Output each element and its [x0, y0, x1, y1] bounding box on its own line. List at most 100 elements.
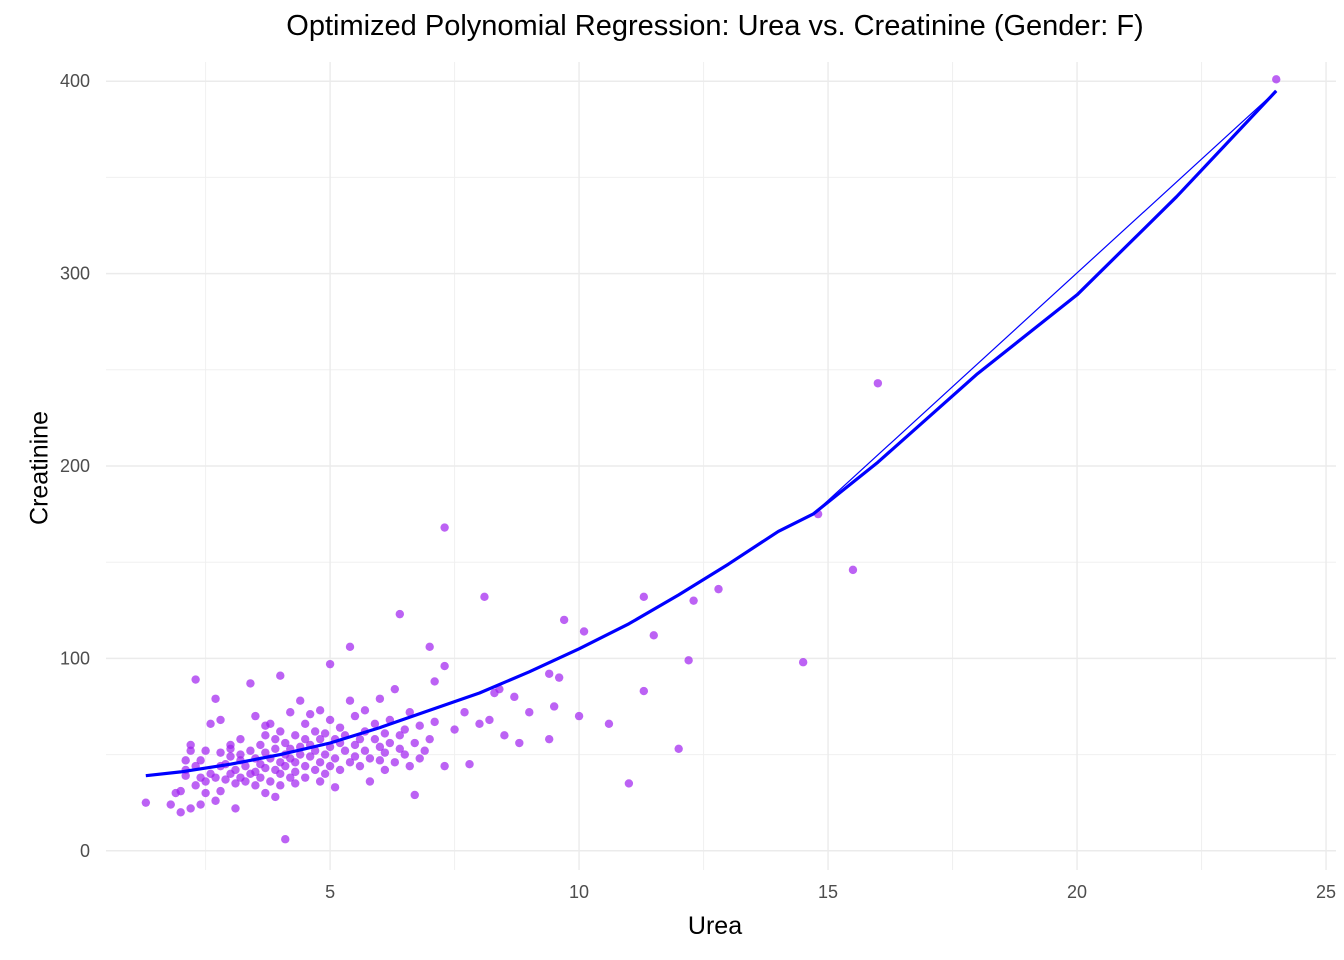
data-point	[370, 719, 380, 728]
data-point	[261, 763, 270, 773]
data-point	[390, 758, 400, 767]
data-point	[485, 715, 494, 725]
data-point	[221, 775, 230, 784]
regression-lines	[145, 89, 1278, 778]
data-point	[415, 721, 424, 730]
data-point	[315, 706, 325, 715]
data-point	[440, 761, 449, 771]
data-point	[380, 748, 390, 757]
data-point	[380, 729, 390, 738]
data-point	[325, 659, 335, 669]
data-point	[291, 758, 300, 767]
data-point	[395, 744, 405, 753]
data-point	[335, 723, 345, 732]
data-point	[251, 711, 260, 721]
data-point	[365, 754, 375, 763]
data-point	[325, 761, 335, 771]
data-point	[181, 771, 190, 780]
data-point	[236, 734, 245, 744]
y-axis-ticks: 0 100 200 300 400	[60, 71, 90, 861]
data-point	[310, 746, 320, 755]
data-point	[191, 675, 200, 684]
data-point	[649, 631, 658, 640]
data-point	[440, 661, 449, 671]
data-point	[798, 658, 808, 667]
chart-title: Optimized Polynomial Regression: Urea vs…	[286, 10, 1144, 42]
data-point	[166, 800, 175, 809]
data-point	[480, 592, 489, 602]
x-tick-label: 15	[818, 882, 838, 902]
data-point	[639, 592, 649, 602]
data-point	[261, 731, 270, 740]
data-point	[355, 734, 365, 744]
data-point	[380, 765, 390, 775]
data-point	[335, 765, 345, 775]
data-point	[281, 738, 290, 748]
x-axis-ticks: 5 10 15 20 25	[325, 882, 1336, 902]
data-point	[201, 788, 210, 798]
data-point	[276, 781, 285, 790]
data-point	[271, 744, 280, 753]
data-point	[465, 759, 474, 769]
data-point	[689, 596, 698, 605]
data-point	[639, 686, 649, 696]
data-point	[395, 609, 405, 619]
data-point	[246, 746, 255, 755]
data-point	[410, 790, 419, 800]
data-point	[554, 673, 564, 682]
data-point	[345, 758, 355, 767]
data-point	[286, 708, 295, 717]
x-tick-label: 10	[569, 882, 589, 902]
data-point	[365, 777, 375, 786]
data-point	[315, 734, 325, 744]
data-point	[510, 692, 519, 702]
data-point	[430, 677, 439, 686]
data-point	[375, 756, 385, 765]
data-point	[400, 750, 409, 759]
data-point	[375, 694, 385, 703]
x-tick-label: 25	[1316, 882, 1336, 902]
data-point	[271, 734, 280, 744]
data-point	[430, 717, 439, 727]
data-point	[176, 786, 185, 796]
data-point	[440, 523, 449, 532]
data-point	[315, 777, 325, 786]
data-point	[291, 767, 300, 777]
data-point	[624, 779, 634, 788]
data-point	[246, 679, 255, 688]
data-point	[360, 746, 370, 755]
data-point	[330, 783, 340, 792]
data-point	[549, 702, 559, 711]
data-point	[714, 584, 723, 594]
data-point	[276, 671, 285, 680]
data-point	[559, 615, 569, 625]
data-point	[310, 727, 320, 736]
data-point	[251, 767, 260, 777]
data-point	[261, 788, 270, 798]
data-point	[604, 719, 614, 728]
data-point	[266, 777, 275, 786]
y-axis-label: Creatinine	[25, 411, 54, 525]
data-point	[330, 754, 340, 763]
data-point	[544, 669, 554, 678]
data-point	[216, 786, 225, 796]
x-tick-label: 5	[325, 882, 335, 902]
data-point	[405, 708, 414, 717]
data-point	[400, 725, 409, 734]
data-point	[425, 642, 434, 652]
x-axis-label: Urea	[687, 912, 743, 940]
data-point	[405, 761, 414, 771]
data-point	[350, 752, 360, 761]
data-point	[216, 715, 225, 725]
data-point	[211, 773, 220, 782]
data-point	[460, 708, 469, 717]
data-point	[300, 761, 310, 771]
data-point	[515, 738, 524, 748]
data-point	[375, 742, 385, 752]
data-point	[141, 798, 151, 807]
data-point	[340, 746, 350, 755]
data-point	[450, 725, 459, 734]
data-point	[231, 765, 240, 775]
data-point	[873, 379, 883, 388]
